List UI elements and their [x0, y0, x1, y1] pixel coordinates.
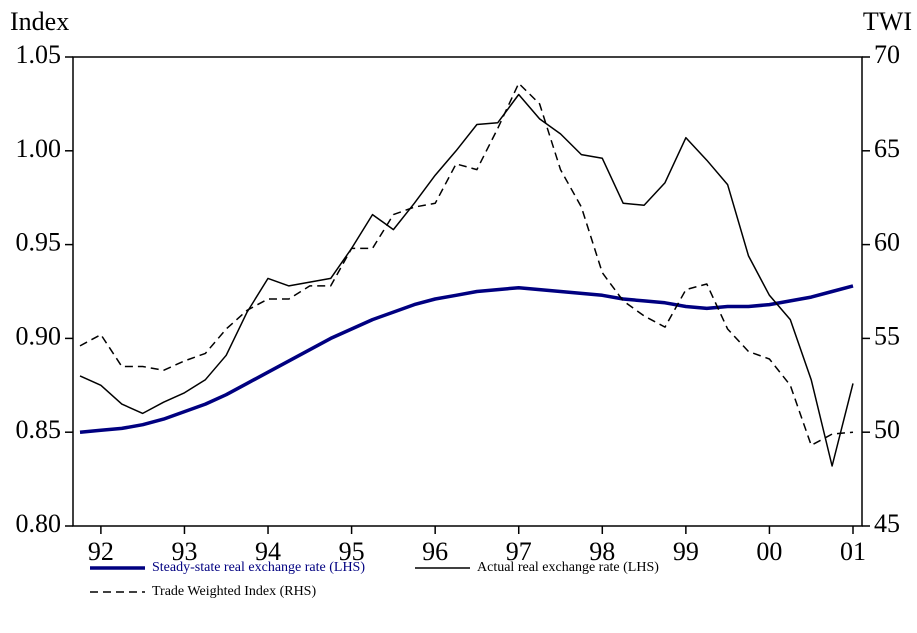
x-tick-label: 96: [422, 537, 448, 566]
series-line: [79, 93, 854, 467]
x-tick-label: 95: [339, 537, 365, 566]
legend-label: Trade Weighted Index (RHS): [152, 584, 316, 599]
plot-frame: [72, 56, 863, 527]
x-tick-label: 93: [171, 537, 197, 566]
y2-tick-label: 45: [874, 509, 900, 538]
y2-axis-label: TWI: [863, 7, 912, 36]
x-tick-label: 98: [589, 537, 615, 566]
y-tick-label: 1.05: [16, 40, 62, 69]
legend-label: Steady-state real exchange rate (LHS): [152, 560, 365, 575]
x-tick-label: 99: [673, 537, 699, 566]
y2-tick-label: 65: [874, 134, 900, 163]
y-tick-label: 0.85: [16, 415, 62, 444]
series-line: [79, 82, 854, 447]
x-tick-label: 01: [840, 537, 866, 566]
y-tick-label: 0.80: [16, 509, 62, 538]
y2-tick-label: 60: [874, 228, 900, 257]
x-tick-label: 00: [756, 537, 782, 566]
x-tick-label: 92: [88, 537, 114, 566]
y2-tick-label: 70: [874, 40, 900, 69]
x-tick-label: 94: [255, 537, 281, 566]
y-tick-label: 1.00: [16, 134, 62, 163]
series-line: [79, 284, 854, 434]
legend-label: Actual real exchange rate (LHS): [477, 560, 659, 575]
y-tick-label: 0.90: [16, 321, 62, 350]
y2-tick-label: 55: [874, 321, 900, 350]
y-axis-label: Index: [10, 7, 69, 36]
x-tick-label: 97: [506, 537, 532, 566]
y-tick-label: 0.95: [16, 228, 62, 257]
y2-tick-label: 50: [874, 415, 900, 444]
